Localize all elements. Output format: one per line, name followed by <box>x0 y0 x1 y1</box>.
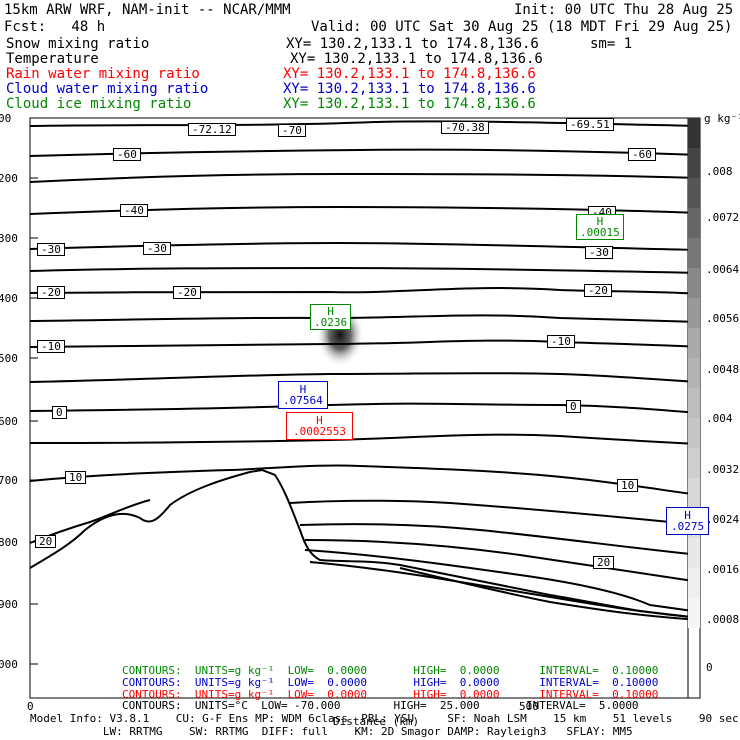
colorbar-tick: .0032 <box>706 463 740 476</box>
temp-label: 10 <box>617 479 639 492</box>
colorbar-tick: .0008 <box>706 613 740 626</box>
y-tick-label: 500 <box>0 352 18 365</box>
field-name-temperature: Temperature <box>6 51 99 67</box>
temp-label: 0 <box>52 406 67 419</box>
colorbar-tick: .004 <box>706 412 733 425</box>
terrain-line <box>29 468 701 619</box>
temp-label: -30 <box>585 246 613 259</box>
temp-label: -20 <box>173 286 201 299</box>
cloud-ice-max-label: H .0236 <box>310 304 352 330</box>
valid-time: Valid: 00 UTC Sat 30 Aug 25 (18 MDT Fri … <box>311 19 733 35</box>
y-tick-label: 200 <box>0 172 18 185</box>
contour-info-rain: CONTOURS: UNITS=g kg⁻¹ LOW= 0.0000 HIGH=… <box>122 688 659 701</box>
model-info-line1: Model Info: V3.8.1 CU: G-F Ens MP: WDM 6… <box>30 712 739 725</box>
model-info-line2: LW: RRTMG SW: RRTMG DIFF: full KM: 2D Sm… <box>30 725 633 738</box>
temp-label: -72.12 <box>188 123 236 136</box>
y-tick-label: 300 <box>0 232 18 245</box>
forecast-hour: Fcst: 48 h <box>4 19 106 35</box>
field-xy-cloud-ice: XY= 130.2,133.1 to 174.8,136.6 <box>283 96 536 112</box>
temp-label: -40 <box>120 204 148 217</box>
x-axis-label: Distance (km) <box>333 715 420 728</box>
temp-label: -10 <box>37 340 65 353</box>
temp-label: -30 <box>37 243 65 256</box>
field-name-cloud-ice: Cloud ice mixing ratio <box>6 96 192 112</box>
cloud-ice-max-label: H .00015 <box>576 214 624 240</box>
y-tick-label: 900 <box>0 598 18 611</box>
temp-label: -70.38 <box>441 121 489 134</box>
temp-label: -60 <box>628 148 656 161</box>
y-tick-label: 00 <box>0 112 12 125</box>
temp-label: -10 <box>547 335 575 348</box>
temp-label: -30 <box>143 242 171 255</box>
temp-label: -20 <box>37 286 65 299</box>
x-tick-start: 0 <box>27 700 34 713</box>
temp-label: 20 <box>593 556 615 569</box>
field-name-snow: Snow mixing ratio <box>6 36 150 52</box>
colorbar-tick: .0024 <box>706 513 740 526</box>
field-xy-rain: XY= 130.2,133.1 to 174.8,136.6 <box>283 66 536 82</box>
colorbar <box>687 117 701 699</box>
contour-info-cloud-water: CONTOURS: UNITS=g kg⁻¹ LOW= 0.0000 HIGH=… <box>122 676 659 689</box>
temp-label: 20 <box>35 535 57 548</box>
y-tick-label: 800 <box>0 536 18 549</box>
contour-info-cloud-ice: CONTOURS: UNITS=g kg⁻¹ LOW= 0.0000 HIGH=… <box>122 664 659 677</box>
temperature-contours <box>29 120 701 621</box>
y-axis-ticks <box>30 117 38 665</box>
colorbar-unit: g kg⁻¹ <box>704 112 740 125</box>
contour-info-temperature: CONTOURS: UNITS=°C LOW= -70.000 HIGH= 25… <box>122 699 639 712</box>
field-xy-temperature: XY= 130.2,133.1 to 174.8,136.6 <box>290 51 543 67</box>
colorbar-tick: .0056 <box>706 312 740 325</box>
y-tick-label: 000 <box>0 658 18 671</box>
temp-label: -69.51 <box>566 118 614 131</box>
field-name-cloud-water: Cloud water mixing ratio <box>6 81 209 97</box>
temp-label: 10 <box>65 471 87 484</box>
colorbar-tick: .008 <box>706 165 733 178</box>
x-tick-label: 500 <box>519 700 539 713</box>
y-tick-label: 700 <box>0 474 18 487</box>
model-title: 15km ARW WRF, NAM-init -- NCAR/MMM <box>4 2 291 18</box>
temp-label: -20 <box>584 284 612 297</box>
colorbar-tick: 0 <box>706 661 713 674</box>
init-time: Init: 00 UTC Thu 28 Aug 25 <box>514 2 734 18</box>
cloud-water-max-label: H .07564 <box>278 381 328 409</box>
temp-label: -60 <box>113 148 141 161</box>
colorbar-tick: .0072 <box>706 211 740 224</box>
field-name-rain: Rain water mixing ratio <box>6 66 200 82</box>
colorbar-tick: .0048 <box>706 363 740 376</box>
temp-label: -70 <box>278 124 306 137</box>
cloud-water-max-label: H .0275 <box>666 507 710 535</box>
field-xy-cloud-water: XY= 130.2,133.1 to 174.8,136.6 <box>283 81 536 97</box>
colorbar-tick: .0064 <box>706 263 740 276</box>
field-xy-snow: XY= 130.2,133.1 to 174.8,136.6 <box>286 36 539 52</box>
y-tick-label: 400 <box>0 292 18 305</box>
colorbar-tick: .0016 <box>706 563 740 576</box>
temp-label: 0 <box>566 400 581 413</box>
y-tick-label: 600 <box>0 415 18 428</box>
rain-max-label: H .0002553 <box>286 412 353 440</box>
smoothing-label: sm= 1 <box>590 36 633 52</box>
